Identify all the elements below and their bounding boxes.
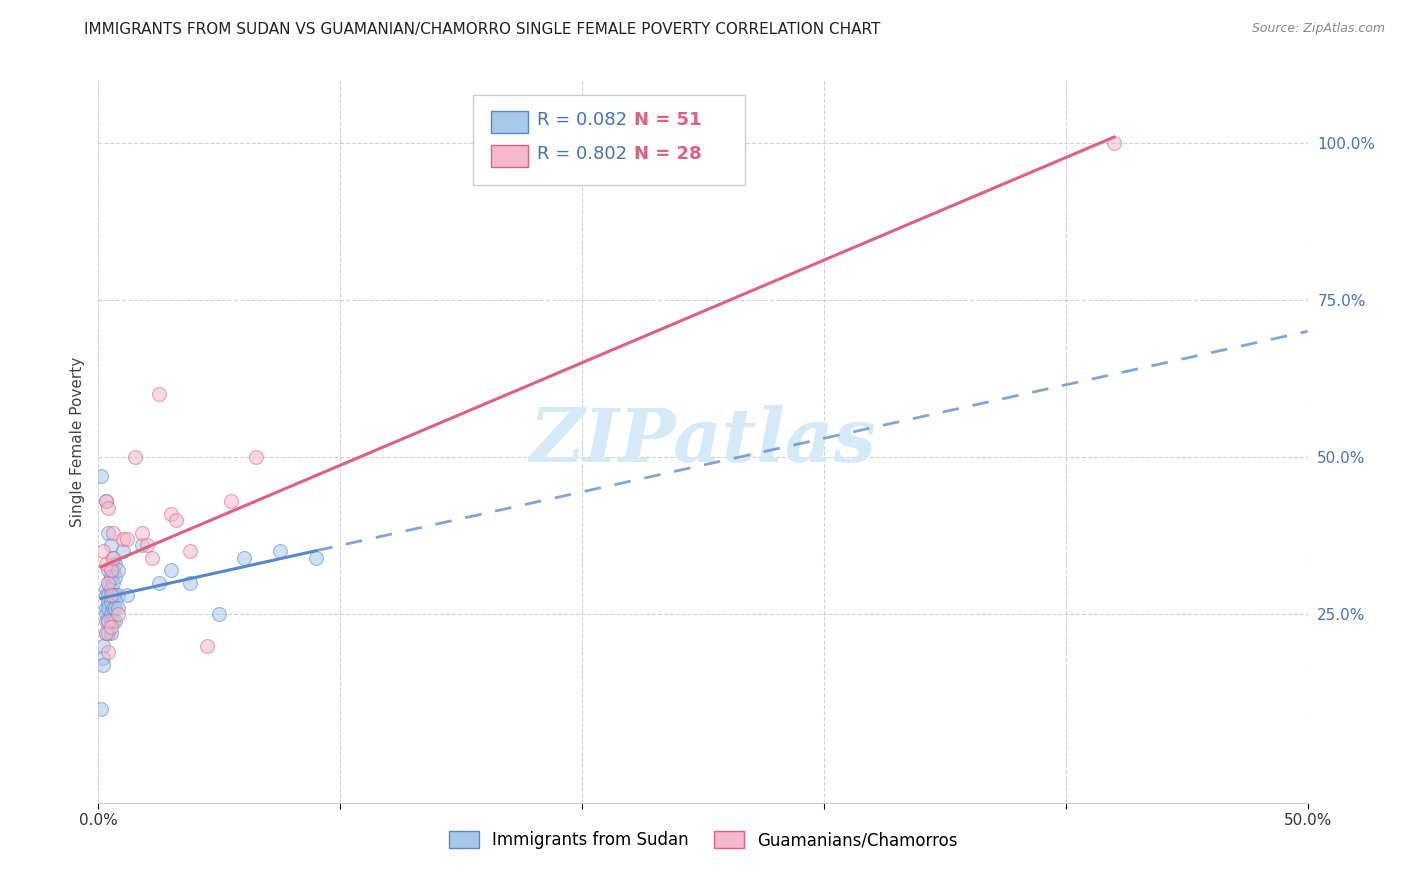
Point [107,589,129,603]
Point [107,601,129,615]
Text: R = 0.802: R = 0.802 [537,145,627,163]
Point [97,614,120,628]
Point [165,513,187,527]
Point [101,550,124,565]
Point [97,595,120,609]
Point [97,525,120,540]
Point [1102,136,1125,150]
Point [117,532,139,546]
Point [101,601,124,615]
Point [131,538,153,552]
Point [117,589,139,603]
Point [160,507,183,521]
Point [104,569,127,583]
Y-axis label: Single Female Poverty: Single Female Poverty [69,357,84,526]
Point [90,469,112,483]
Point [100,569,122,583]
Point [160,563,183,577]
Point [90,701,112,715]
Point [94,607,117,622]
Point [100,620,122,634]
Point [94,494,117,508]
Text: N = 51: N = 51 [634,111,702,129]
Point [101,614,124,628]
Point [97,589,120,603]
Point [104,601,127,615]
Point [179,575,201,590]
Point [107,563,129,577]
Point [111,532,134,546]
Point [124,450,146,465]
Point [97,500,120,515]
Point [111,544,134,558]
FancyBboxPatch shape [492,145,527,167]
Point [97,575,120,590]
Point [94,626,117,640]
Point [94,601,117,615]
Text: R = 0.082: R = 0.082 [537,111,627,129]
Point [195,639,218,653]
Point [97,563,120,577]
Point [97,626,120,640]
Point [104,557,127,571]
Point [91,657,114,672]
Point [135,538,157,552]
Point [94,494,117,508]
Point [245,450,267,465]
Point [91,544,114,558]
Point [97,645,120,659]
Point [94,582,117,597]
Point [179,544,201,558]
Point [94,589,117,603]
Point [104,614,127,628]
Point [94,614,117,628]
Legend: Immigrants from Sudan, Guamanians/Chamorros: Immigrants from Sudan, Guamanians/Chamor… [441,824,965,856]
Text: IMMIGRANTS FROM SUDAN VS GUAMANIAN/CHAMORRO SINGLE FEMALE POVERTY CORRELATION CH: IMMIGRANTS FROM SUDAN VS GUAMANIAN/CHAMO… [84,22,880,37]
Point [91,651,114,665]
Point [97,575,120,590]
Point [269,544,291,558]
Point [101,525,124,540]
FancyBboxPatch shape [474,95,745,185]
Point [107,607,129,622]
Point [221,494,243,508]
Point [131,525,153,540]
Point [100,582,122,597]
Point [148,575,170,590]
Point [100,589,122,603]
Point [305,550,328,565]
FancyBboxPatch shape [492,112,527,133]
Point [100,538,122,552]
Point [91,639,114,653]
Point [101,550,124,565]
Point [101,563,124,577]
Point [101,589,124,603]
Text: Source: ZipAtlas.com: Source: ZipAtlas.com [1251,22,1385,36]
Point [100,614,122,628]
Point [232,550,254,565]
Point [100,595,122,609]
Point [100,626,122,640]
Point [100,607,122,622]
Point [208,607,231,622]
Point [148,387,170,401]
Point [104,589,127,603]
Point [101,575,124,590]
Text: N = 28: N = 28 [634,145,702,163]
Point [94,557,117,571]
Point [100,563,122,577]
Point [141,550,163,565]
Point [97,601,120,615]
Text: ZIPatlas: ZIPatlas [530,405,876,478]
Point [94,626,117,640]
Point [97,614,120,628]
